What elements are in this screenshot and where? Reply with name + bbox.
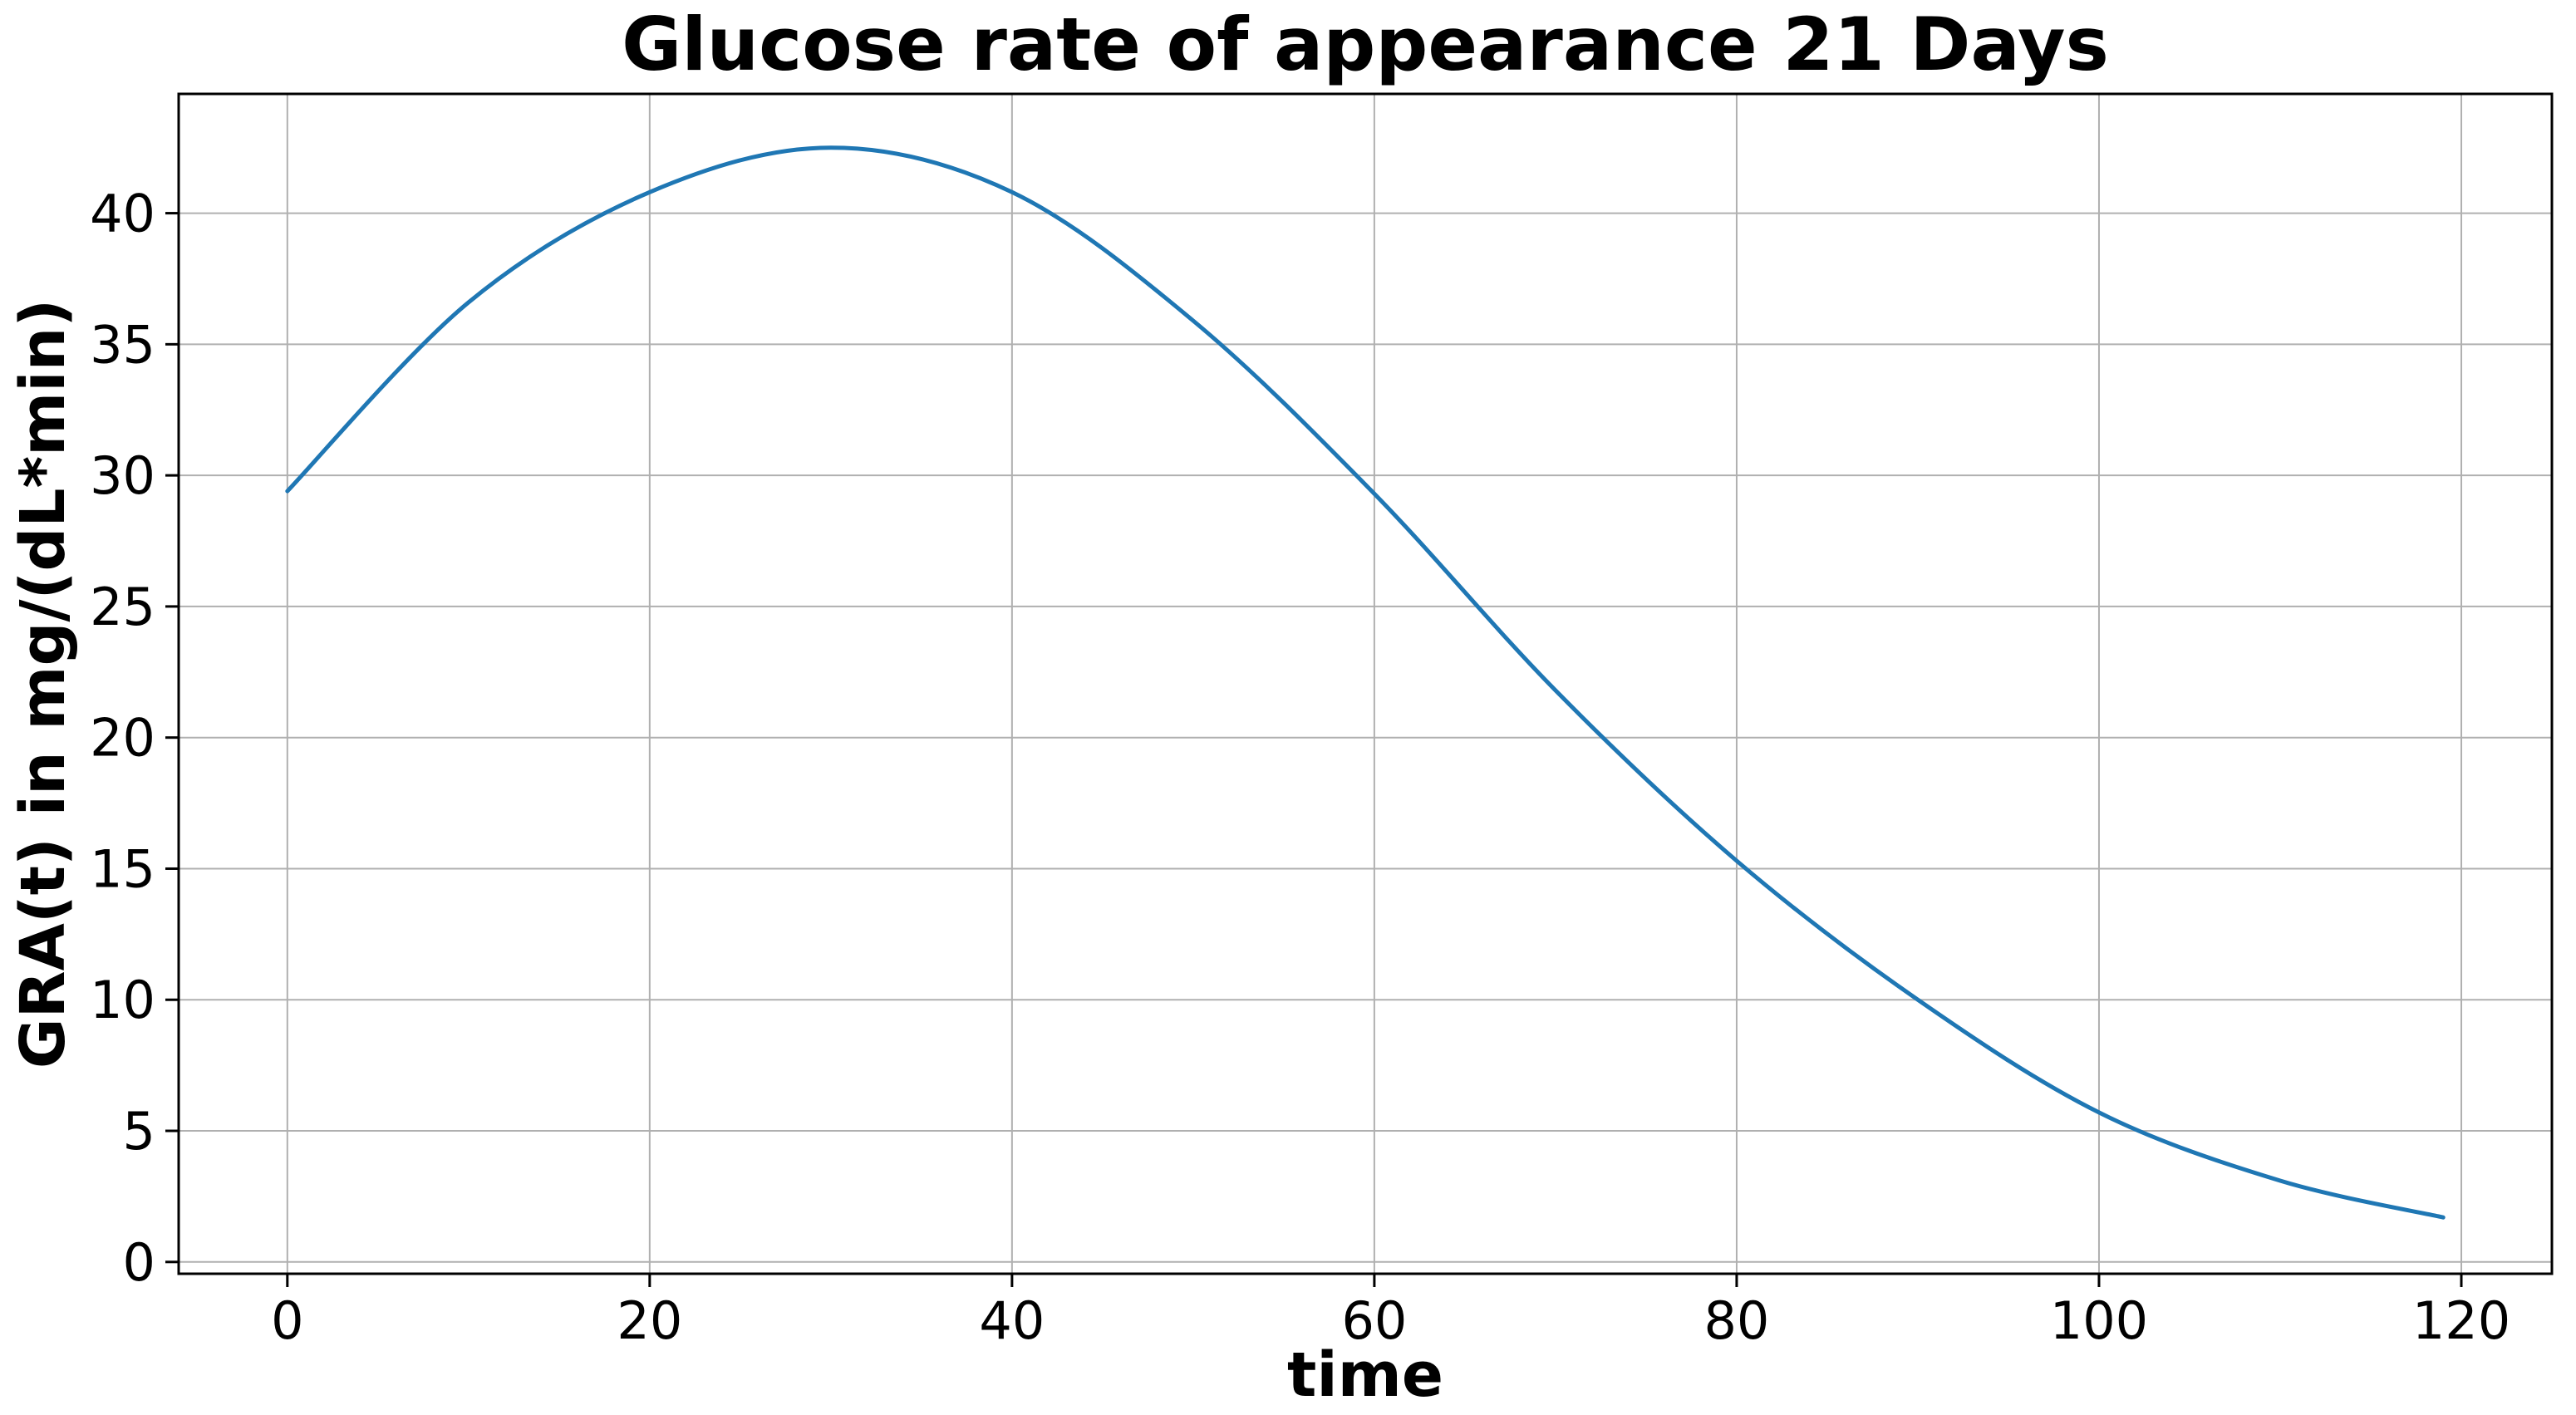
y-tick-label: 0 — [123, 1232, 155, 1293]
gra-curve — [285, 145, 2446, 1220]
y-tick-label: 20 — [90, 708, 155, 769]
y-tick-label: 15 — [90, 838, 155, 899]
axes-frame — [177, 92, 2554, 1275]
y-axis-label: GRA(t) in mg/(dL*min) — [7, 298, 79, 1069]
y-tick-label: 25 — [90, 577, 155, 637]
x-tick-label: 80 — [1703, 1290, 1769, 1351]
x-tick-label: 120 — [2412, 1290, 2510, 1351]
x-tick-label: 40 — [979, 1290, 1045, 1351]
y-tick-label: 5 — [123, 1101, 155, 1162]
x-tick-label: 0 — [271, 1290, 303, 1351]
y-tick-label: 40 — [90, 184, 155, 244]
y-tick-label: 30 — [90, 445, 155, 506]
chart-title: Glucose rate of appearance 21 Days — [622, 2, 2109, 87]
y-tick-label: 10 — [90, 970, 155, 1030]
x-tick-label: 60 — [1341, 1290, 1407, 1351]
x-tick-label: 100 — [2050, 1290, 2148, 1351]
y-tick-label: 35 — [90, 314, 155, 375]
x-tick-label: 20 — [617, 1290, 682, 1351]
x-axis-label: time — [1286, 1339, 1444, 1411]
